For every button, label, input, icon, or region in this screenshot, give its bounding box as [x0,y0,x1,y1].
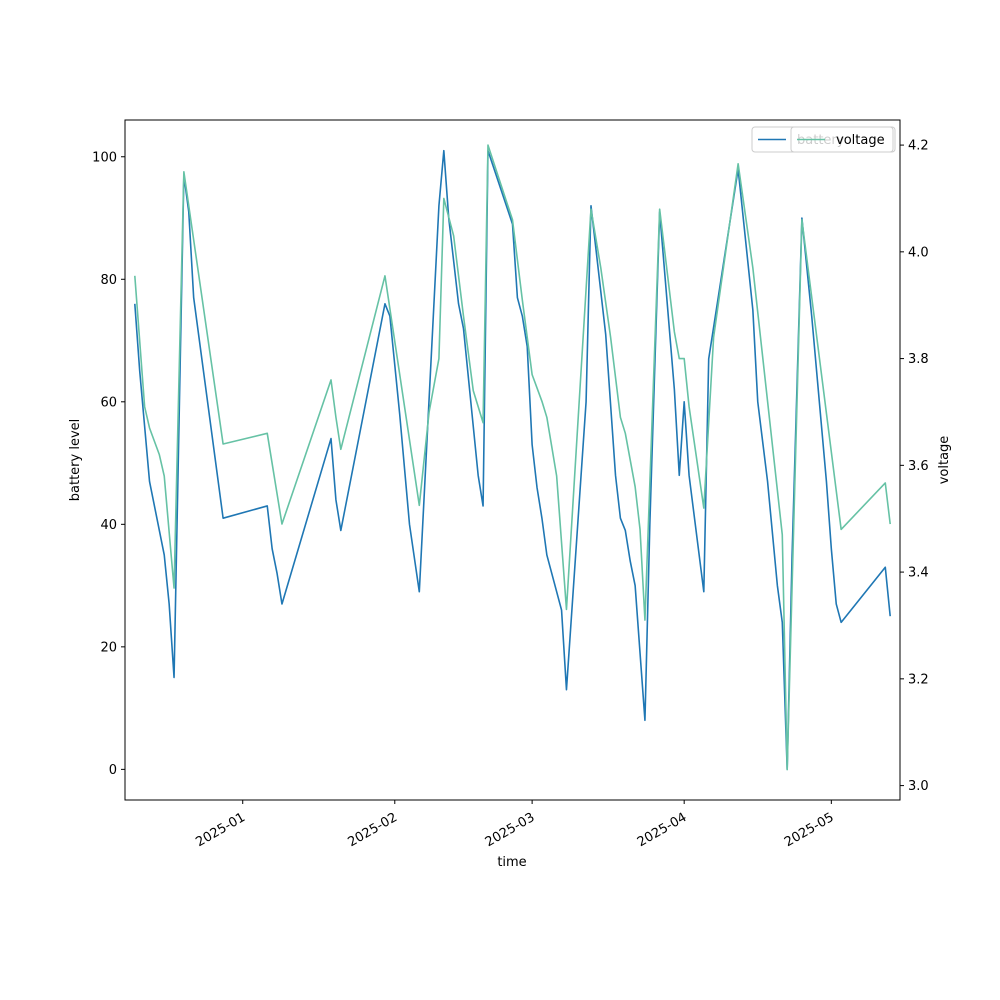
y2-tick-label: 4.0 [908,245,929,260]
y2-tick-label: 3.4 [908,566,929,581]
y-axis-title: battery level [68,419,83,502]
x-axis-title: time [497,855,526,870]
y-tick-label: 100 [92,150,117,165]
y2-tick-label: 3.8 [908,352,929,367]
y2-tick-label: 3.6 [908,459,929,474]
legend: batteryvoltage [751,126,896,153]
y-axis-left: 0 20 40 60 80 100 [92,150,125,778]
y-axis-right: 3.0 3.2 3.4 3.6 3.8 4.0 4.2 [900,139,929,794]
y2-tick-label: 3.2 [908,672,929,687]
plot-area [134,144,891,771]
series-line-battery [134,149,891,771]
y2-tick-label: 3.0 [908,779,929,794]
y2-axis-title: voltage [937,436,952,485]
y-tick-label: 60 [100,395,117,410]
y-tick-label: 40 [100,518,117,533]
y2-tick-label: 4.2 [908,139,929,154]
axes-frame [124,119,901,801]
y-tick-label: 0 [109,763,117,778]
y-tick-label: 20 [100,640,117,655]
legend-label-voltage: voltage [836,133,885,148]
series-line-voltage [134,144,891,771]
legend-box [790,126,894,153]
y-tick-label: 80 [100,273,117,288]
